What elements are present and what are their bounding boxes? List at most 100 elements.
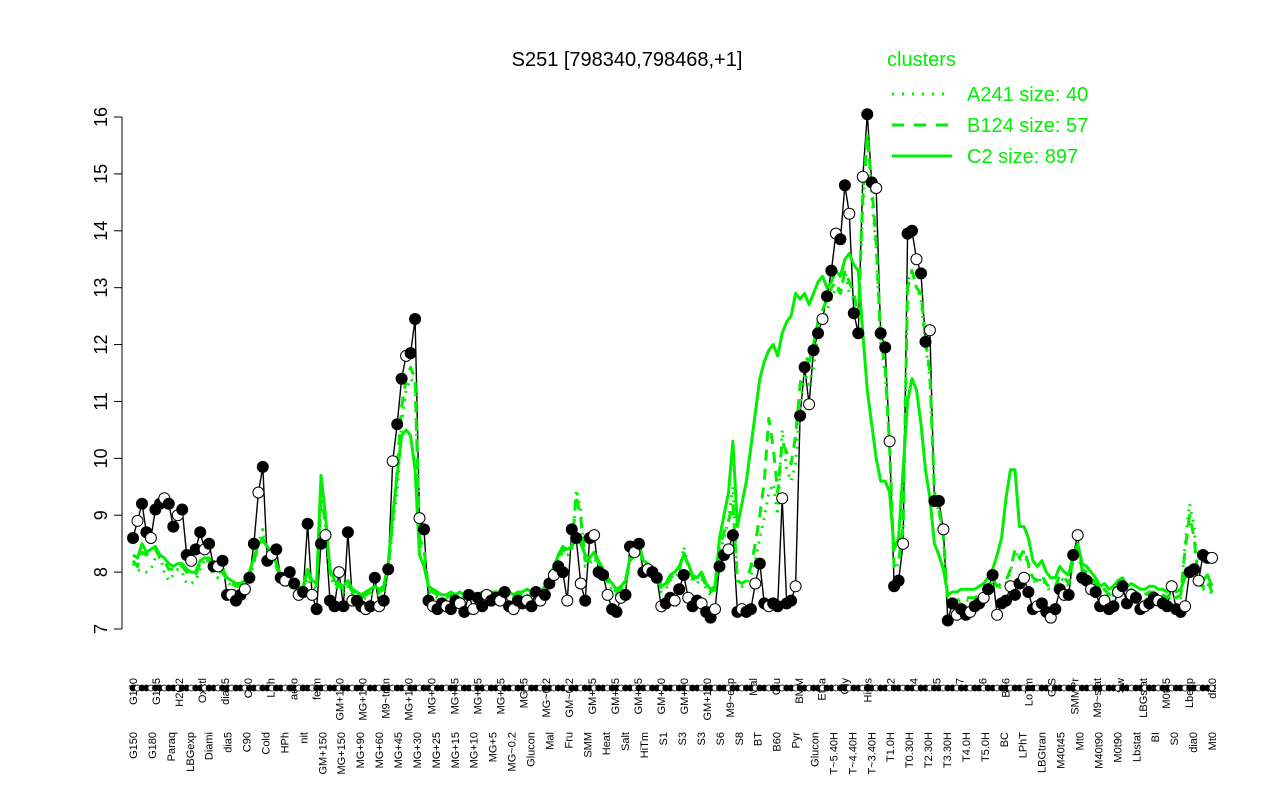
data-point bbox=[749, 577, 762, 590]
x-tick-label: MG+150 bbox=[358, 678, 370, 721]
x-tick-label: MG+60 bbox=[374, 732, 386, 768]
data-point bbox=[131, 514, 144, 527]
x-tick-label: Glucon bbox=[810, 732, 822, 767]
y-tick-label: 14 bbox=[91, 221, 111, 241]
x-tick-label: Lbexp bbox=[1184, 678, 1196, 708]
x-tick-label: Fru bbox=[563, 732, 575, 749]
x-tick-label: T~5.40H bbox=[828, 732, 840, 775]
x-tick-label: T5.0H bbox=[980, 732, 992, 762]
legend-item-b124: B124 size: 57 bbox=[892, 115, 1088, 137]
data-point bbox=[256, 460, 269, 473]
x-tick-label: M40t45 bbox=[1056, 732, 1068, 769]
x-tick-label: HiTm bbox=[639, 732, 651, 758]
x-tick-label: Paraq bbox=[166, 732, 178, 761]
x-tick-label: BI bbox=[1150, 732, 1162, 742]
data-point bbox=[176, 503, 189, 516]
x-tick-label: M9~tran bbox=[381, 678, 393, 719]
series-line-profile bbox=[132, 113, 1212, 622]
legend: clusters A241 size: 40 B124 size: 57 C2 … bbox=[887, 49, 1088, 168]
x-tick-label: Mal bbox=[545, 732, 557, 750]
y-tick-label: 7 bbox=[91, 624, 111, 634]
data-point bbox=[753, 557, 766, 570]
data-point bbox=[1009, 588, 1021, 601]
x-tick-label: MG+120 bbox=[404, 678, 416, 721]
series-line-c2 bbox=[132, 252, 1214, 597]
data-point bbox=[883, 435, 896, 448]
data-point bbox=[1022, 586, 1035, 598]
data-point bbox=[856, 170, 869, 183]
data-point bbox=[673, 583, 686, 596]
data-point bbox=[870, 182, 883, 195]
x-tick-label: G150 bbox=[128, 678, 140, 705]
data-point bbox=[561, 594, 574, 607]
x-tick-label: dia15 bbox=[220, 678, 232, 705]
x-tick-label: MG+25 bbox=[472, 678, 484, 714]
x-tick-label: BT bbox=[753, 732, 765, 746]
rug-mark bbox=[1208, 684, 1216, 692]
x-axis-labels: G150G135H2O2Oxctldia15C30LPhaerofermGM+1… bbox=[128, 677, 1219, 774]
data-point bbox=[127, 532, 139, 544]
data-point bbox=[1067, 549, 1080, 561]
data-point bbox=[776, 492, 789, 505]
data-point bbox=[946, 597, 959, 610]
data-point bbox=[941, 614, 954, 627]
data-point bbox=[1129, 591, 1142, 604]
data-point bbox=[919, 335, 932, 348]
data-point bbox=[243, 571, 256, 584]
x-tick-label: H2O2 bbox=[174, 678, 186, 707]
x-tick-label: S3 bbox=[696, 732, 708, 745]
data-point bbox=[167, 520, 180, 533]
x-tick-label: LBGexp bbox=[185, 732, 197, 772]
data-point bbox=[677, 569, 690, 581]
data-point bbox=[807, 344, 820, 357]
x-tick-label: MG+15 bbox=[450, 732, 462, 768]
x-tick-label: Heat bbox=[601, 732, 613, 755]
data-point bbox=[238, 583, 251, 596]
x-tick-label: GM+45 bbox=[633, 678, 645, 714]
x-tick-label: G180 bbox=[147, 732, 159, 759]
data-point bbox=[1206, 551, 1218, 564]
data-point bbox=[337, 600, 350, 613]
data-point bbox=[162, 497, 175, 510]
y-tick-label: 12 bbox=[91, 335, 111, 355]
y-tick-label: 15 bbox=[91, 164, 111, 184]
x-tick-label: T4.0H bbox=[961, 732, 973, 762]
data-point bbox=[843, 207, 856, 220]
data-point bbox=[601, 588, 614, 601]
x-tick-label: MG+45 bbox=[449, 678, 461, 714]
data-point bbox=[538, 588, 551, 601]
data-point bbox=[386, 455, 399, 468]
y-axis: 7 8 9 10 11 12 13 14 15 16 bbox=[91, 107, 123, 634]
data-point bbox=[556, 566, 569, 579]
x-tick-label: Cold bbox=[261, 732, 273, 755]
x-tick-label: GM+60 bbox=[656, 678, 668, 714]
x-tick-label: M9~stat bbox=[1092, 678, 1104, 717]
data-point bbox=[310, 603, 323, 616]
data-point bbox=[1165, 580, 1178, 593]
legend-label-b124: B124 size: 57 bbox=[967, 115, 1088, 137]
data-point bbox=[404, 347, 417, 360]
legend-title: clusters bbox=[887, 49, 956, 71]
data-point bbox=[391, 418, 404, 431]
data-point bbox=[368, 571, 381, 584]
data-point bbox=[879, 341, 892, 354]
x-tick-label: T1.0H bbox=[885, 732, 897, 762]
x-tick-label: MG~0.2 bbox=[541, 678, 553, 717]
data-point bbox=[650, 571, 663, 584]
data-point bbox=[1179, 600, 1192, 613]
x-tick-label: SMMPr bbox=[1069, 678, 1081, 715]
data-point bbox=[136, 497, 148, 510]
x-tick-label: M0t45 bbox=[1161, 678, 1173, 709]
data-point bbox=[574, 577, 587, 590]
data-point bbox=[1089, 586, 1102, 598]
x-tick-label: Lbstat bbox=[1131, 732, 1143, 762]
data-point bbox=[834, 233, 847, 246]
legend-item-c2: C2 size: 897 bbox=[892, 146, 1078, 168]
x-tick-label: nit bbox=[298, 732, 310, 744]
data-point bbox=[283, 566, 296, 579]
legend-label-a241: A241 size: 40 bbox=[967, 84, 1088, 106]
data-point bbox=[588, 529, 601, 542]
x-tick-label: dia0 bbox=[1188, 732, 1200, 753]
y-tick-label: 11 bbox=[91, 392, 111, 411]
